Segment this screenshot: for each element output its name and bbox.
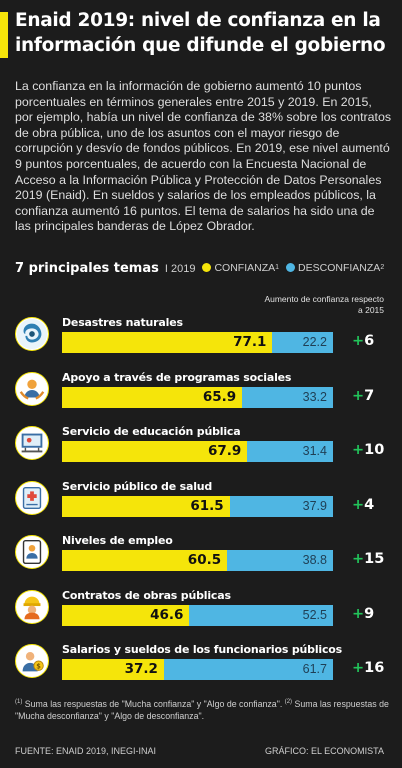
- increase-column-header: Aumento de confianza respecto a 2015: [264, 294, 384, 315]
- employment-icon: [15, 535, 49, 569]
- data-label-confianza: 77.1: [233, 334, 267, 350]
- increase-plus-sign: +: [352, 496, 365, 513]
- increase-plus-sign: +: [352, 605, 365, 622]
- legend-item-confianza: CONFIANZA 1: [202, 262, 279, 274]
- increase-value: +7: [352, 388, 396, 404]
- data-label-desconfianza: 22.2: [302, 335, 327, 349]
- bar-confianza: [62, 604, 190, 626]
- category-label: Servicio de educación pública: [62, 425, 241, 438]
- health-icon: [15, 480, 49, 515]
- footnote-2: Suma las respuestas de "Mucha desconfian…: [15, 698, 389, 722]
- increase-number: 4: [364, 496, 375, 513]
- data-label-desconfianza: 38.8: [302, 553, 327, 567]
- bar-desconfianza: [189, 604, 333, 626]
- page-title: Enaid 2019: nivel de confianza en la inf…: [15, 10, 386, 56]
- source-note: FUENTE: ENAID 2019, INEGI-INAI: [15, 746, 157, 756]
- bar-desconfianza: [227, 550, 333, 571]
- legend-label-confianza: CONFIANZA: [214, 261, 276, 274]
- data-label-confianza: 67.9: [207, 443, 242, 459]
- data-label-confianza: 61.5: [190, 497, 224, 514]
- footnotes: (1) Suma las respuestas de "Mucha confia…: [15, 696, 395, 723]
- increase-value: +4: [352, 497, 396, 513]
- increase-value: +15: [352, 551, 396, 567]
- intro-paragraph: La confianza en la información de gobier…: [15, 79, 392, 234]
- chart-row: $ Salarios y sueldos de los funcionarios …: [0, 643, 402, 701]
- data-label-desconfianza: 37.9: [302, 498, 327, 513]
- increase-plus-sign: +: [352, 333, 365, 349]
- footnote-marker-1: (1): [15, 699, 23, 705]
- legend-sup-1: 1: [275, 264, 280, 271]
- category-label: Contratos de obras públicas: [62, 588, 231, 602]
- social-programs-icon: [15, 371, 49, 406]
- chart-row: Contratos de obras públicas 46.6 52.5 +9: [0, 589, 402, 647]
- increase-value: +9: [352, 606, 396, 622]
- public-works-icon: [15, 589, 49, 624]
- increase-plus-sign: +: [352, 387, 365, 404]
- data-label-confianza: 37.2: [124, 661, 158, 677]
- bar-confianza: [62, 550, 228, 571]
- data-label-confianza: 60.5: [187, 552, 222, 568]
- bar-confianza: [62, 659, 164, 680]
- category-label: Salarios y sueldos de los funcionarios p…: [62, 643, 342, 656]
- category-label: Desastres naturales: [62, 316, 183, 329]
- legend-dot-confianza: [202, 263, 212, 272]
- bar-desconfianza: [229, 495, 333, 517]
- bar-desconfianza: [163, 659, 333, 680]
- increase-number: 10: [364, 442, 385, 458]
- footnote-1: Suma las respuestas de "Mucha confianza"…: [22, 698, 285, 709]
- chart-row: Apoyo a través de programas sociales 65.9…: [0, 371, 402, 429]
- data-label-desconfianza: 52.5: [302, 607, 327, 622]
- increase-plus-sign: +: [352, 442, 365, 458]
- legend: 7 principales temas I 2019 CONFIANZA 1 DE…: [15, 261, 395, 279]
- bar-confianza: [62, 332, 273, 353]
- data-label-desconfianza: 61.7: [302, 662, 327, 676]
- data-label-desconfianza: 33.2: [302, 389, 327, 404]
- legend-label-desconfianza: DESCONFIANZA: [298, 261, 381, 274]
- increase-value: +10: [352, 442, 396, 458]
- increase-plus-sign: +: [352, 660, 365, 676]
- svg-text:$: $: [36, 663, 41, 671]
- data-label-confianza: 65.9: [202, 388, 237, 405]
- increase-value: +6: [352, 333, 396, 349]
- increase-number: 15: [364, 551, 385, 567]
- bar-desconfianza: [272, 332, 333, 353]
- chart-row: Servicio de educación pública 67.9 31.4 +10: [0, 425, 402, 483]
- bar-confianza: [62, 495, 230, 517]
- bar-desconfianza: [242, 386, 333, 408]
- title-block: Enaid 2019: nivel de confianza en la inf…: [0, 8, 402, 60]
- chart-row: Servicio público de salud 61.5 37.9 +4: [0, 480, 402, 538]
- category-label: Servicio público de salud: [62, 479, 213, 493]
- increase-number: 9: [364, 605, 375, 622]
- title-accent-bar: [0, 12, 8, 58]
- chart-row: Niveles de empleo 60.5 38.8 +15: [0, 534, 402, 592]
- category-label: Apoyo a través de programas sociales: [62, 370, 292, 384]
- salaries-icon: $: [15, 644, 49, 678]
- chart-row: Desastres naturales 77.1 22.2 +6: [0, 316, 402, 374]
- legend-dot-desconfianza: [286, 263, 296, 272]
- education-icon: [15, 426, 49, 460]
- increase-value: +16: [352, 660, 396, 676]
- legend-sup-2: 2: [380, 264, 385, 271]
- chart-title: 7 principales temas: [15, 261, 159, 276]
- legend-year: I 2019: [164, 263, 196, 275]
- data-label-confianza: 46.6: [150, 606, 184, 623]
- increase-number: 7: [364, 387, 375, 404]
- increase-number: 6: [364, 333, 375, 349]
- footnote-marker-2: (2): [284, 699, 293, 705]
- increase-plus-sign: +: [352, 551, 365, 567]
- hurricane-icon: [15, 317, 49, 351]
- category-label: Niveles de empleo: [62, 534, 173, 547]
- increase-number: 16: [364, 660, 385, 676]
- bar-confianza: [62, 386, 243, 408]
- data-label-desconfianza: 31.4: [302, 444, 327, 458]
- bar-desconfianza: [247, 441, 333, 462]
- credit-note: GRÁFICO: EL ECONOMISTA: [264, 746, 384, 756]
- legend-item-desconfianza: DESCONFIANZA 2: [286, 262, 384, 274]
- bar-confianza: [62, 441, 248, 462]
